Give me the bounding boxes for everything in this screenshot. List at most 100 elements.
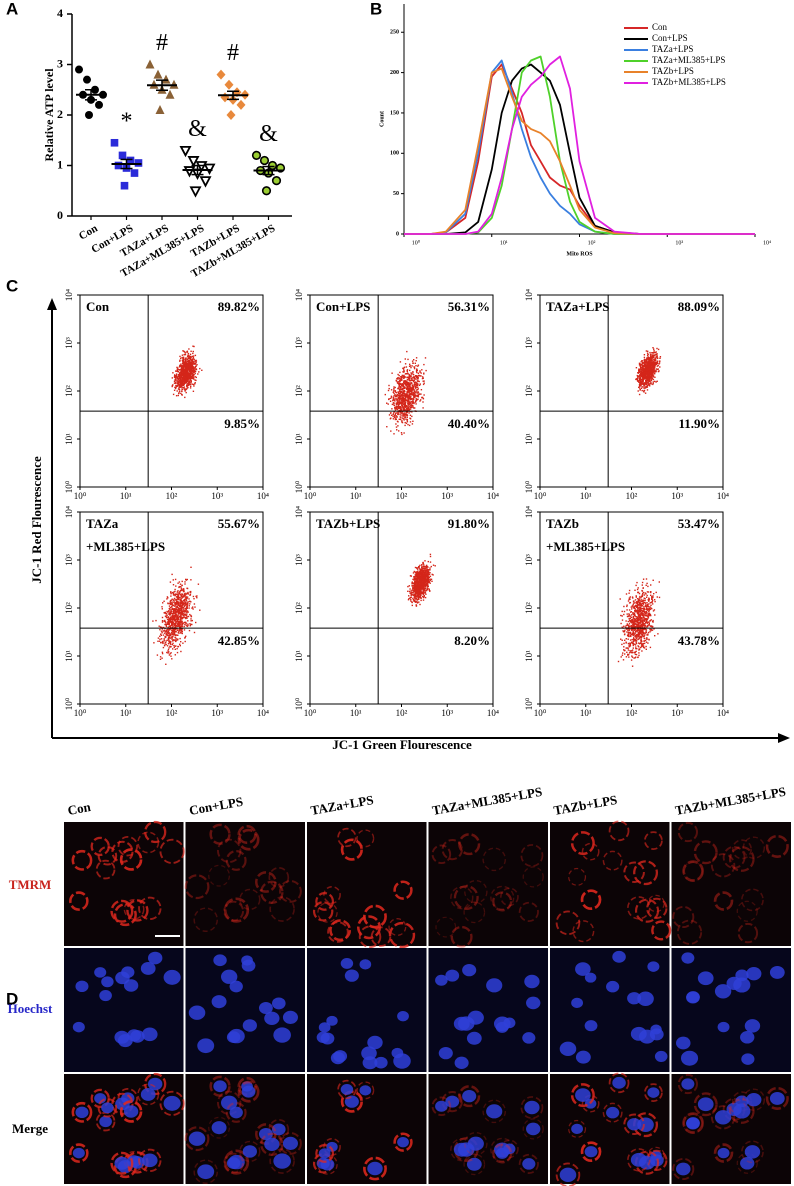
event-dot <box>407 586 408 587</box>
event-dot <box>183 596 184 597</box>
event-dot <box>647 378 648 379</box>
event-dot <box>430 580 431 581</box>
event-dot <box>190 351 191 352</box>
event-dot <box>386 426 387 427</box>
event-dot <box>184 390 185 391</box>
event-dot <box>421 566 422 567</box>
event-dot <box>413 583 414 584</box>
event-dot <box>396 400 397 401</box>
event-dot <box>177 590 178 591</box>
event-dot <box>648 373 649 374</box>
event-dot <box>181 611 182 612</box>
event-dot <box>159 626 160 627</box>
event-dot <box>410 600 411 601</box>
event-dot <box>187 626 188 627</box>
x-tick-label: 10⁰ <box>304 708 317 718</box>
event-dot <box>641 360 642 361</box>
y-tick-label: 0 <box>396 231 399 237</box>
event-dot <box>397 425 398 426</box>
event-dot <box>416 573 417 574</box>
event-dot <box>180 372 181 373</box>
event-dot <box>190 618 191 619</box>
event-dot <box>658 370 659 371</box>
event-dot <box>637 376 638 377</box>
event-dot <box>173 625 174 626</box>
significance-mark: & <box>188 116 207 142</box>
event-dot <box>181 590 182 591</box>
event-dot <box>651 380 652 381</box>
event-dot <box>164 643 165 644</box>
event-dot <box>407 421 408 422</box>
event-dot <box>418 593 419 594</box>
event-dot <box>404 415 405 416</box>
event-dot <box>162 617 163 618</box>
event-dot <box>193 351 194 352</box>
event-dot <box>184 615 185 616</box>
event-dot <box>181 585 182 586</box>
x-tick-label: 10⁰ <box>304 491 317 501</box>
event-dot <box>393 392 394 393</box>
event-dot <box>196 597 197 598</box>
event-dot <box>181 369 182 370</box>
event-dot <box>189 603 190 604</box>
event-dot <box>173 613 174 614</box>
event-dot <box>176 371 177 372</box>
event-dot <box>395 390 396 391</box>
x-tick-label: 10⁴ <box>487 708 499 718</box>
event-dot <box>639 387 640 388</box>
x-tick-label: 10⁰ <box>412 239 421 246</box>
event-dot <box>656 361 657 362</box>
event-dot <box>190 387 191 388</box>
event-dot <box>176 621 177 622</box>
event-dot <box>194 359 195 360</box>
event-dot <box>184 370 185 371</box>
event-dot <box>417 385 418 386</box>
event-dot <box>195 355 196 356</box>
event-dot <box>639 363 640 364</box>
event-dot <box>391 408 392 409</box>
event-dot <box>423 562 424 563</box>
x-tick-label: 10³ <box>211 708 223 718</box>
data-point <box>121 182 129 190</box>
event-dot <box>168 633 169 634</box>
event-dot <box>172 620 173 621</box>
event-dot <box>640 389 641 390</box>
event-dot <box>653 355 654 356</box>
event-dot <box>653 379 654 380</box>
lower-right-percent: 11.90% <box>678 416 720 431</box>
data-point <box>263 187 271 195</box>
event-dot <box>173 579 174 580</box>
event-dot <box>409 364 410 365</box>
event-dot <box>170 581 171 582</box>
event-dot <box>180 358 181 359</box>
event-dot <box>193 391 194 392</box>
event-dot <box>176 395 177 396</box>
event-dot <box>422 568 423 569</box>
event-dot <box>412 605 413 606</box>
event-dot <box>428 570 429 571</box>
x-tick-label: 10² <box>166 708 178 718</box>
event-dot <box>174 620 175 621</box>
event-dot <box>162 621 163 622</box>
event-dot <box>636 367 637 368</box>
event-dot <box>410 365 411 366</box>
event-dot <box>407 424 408 425</box>
event-dot <box>651 363 652 364</box>
y-tick-label: 10³ <box>294 337 304 349</box>
legend-label: TAZb+ML385+LPS <box>652 77 726 87</box>
x-tick-label: 10¹ <box>120 491 132 501</box>
event-dot <box>170 653 171 654</box>
event-dot <box>396 429 397 430</box>
event-dot <box>405 422 406 423</box>
event-dot <box>193 598 194 599</box>
event-dot <box>652 367 653 368</box>
event-dot <box>647 351 648 352</box>
event-dot <box>173 608 174 609</box>
event-dot <box>656 370 657 371</box>
data-point <box>85 111 93 119</box>
event-dot <box>193 364 194 365</box>
event-dot <box>169 619 170 620</box>
event-dot <box>413 592 414 593</box>
event-dot <box>409 399 410 400</box>
event-dot <box>181 588 182 589</box>
